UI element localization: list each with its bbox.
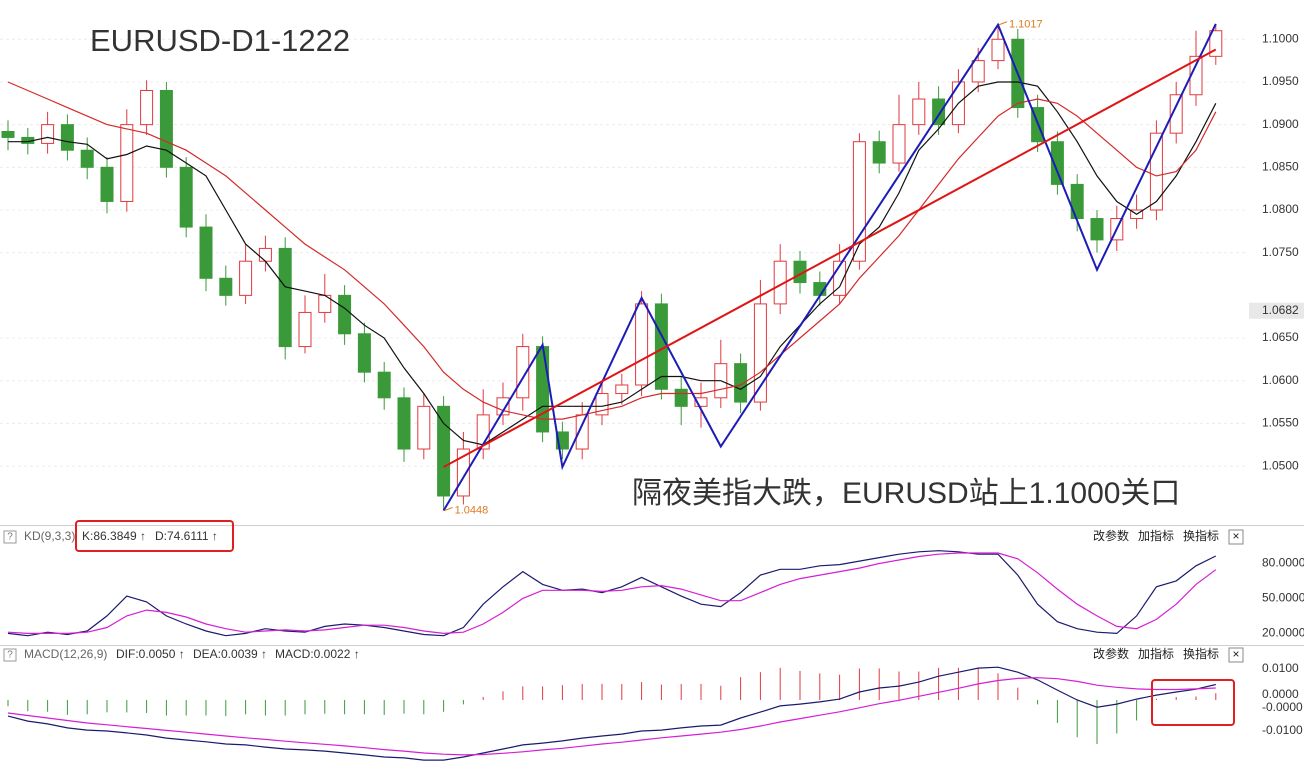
indicator-line xyxy=(7,666,1216,761)
legend-label: MACD:0.0022 ↑ xyxy=(275,647,360,661)
legend-label: D:74.6111 ↑ xyxy=(155,529,218,543)
candle-body xyxy=(437,405,451,497)
candle-body xyxy=(80,149,94,168)
candle-body xyxy=(239,260,253,296)
cursor-price-label: 1.0682 xyxy=(1262,303,1299,317)
price-marker xyxy=(444,507,453,511)
y-tick-label: 1.0800 xyxy=(1262,202,1299,216)
legend-label: DIF:0.0050 ↑ xyxy=(116,647,185,661)
candle-body xyxy=(41,124,55,144)
indicator-title: MACD(12,26,9) xyxy=(24,647,107,661)
help-icon xyxy=(3,648,17,662)
annotation: 隔夜美指大跌，EURUSD站上1.1000关口 xyxy=(632,477,1180,510)
candle-body xyxy=(199,226,213,279)
y-tick-label: 1.0600 xyxy=(1262,373,1299,387)
help-text: ? xyxy=(7,532,13,543)
candle-body xyxy=(912,98,926,126)
legend-label: K:86.3849 ↑ xyxy=(82,529,146,543)
cursor-price-box xyxy=(1249,302,1304,319)
toolbar-button[interactable]: 改参数 xyxy=(1093,646,1129,661)
moving-average xyxy=(7,81,1217,420)
candle-body xyxy=(140,89,154,126)
candle-body xyxy=(615,384,629,395)
y-tick-label: 20.0000 xyxy=(1262,626,1304,640)
macd-panel: 0.0100 0.0000-0.0000 -0.0100? MACD(12,26,9)… xyxy=(3,646,1303,761)
y-tick-label: -0.0100 xyxy=(1262,723,1303,737)
toolbar-button[interactable]: 换指标 xyxy=(1183,646,1219,661)
highlight-box xyxy=(1151,679,1235,726)
candle-body xyxy=(219,277,233,296)
y-tick-label: 1.0950 xyxy=(1262,74,1299,88)
candle-body xyxy=(278,247,292,348)
y-tick-label: 50.0000 xyxy=(1262,591,1304,605)
drawn-line xyxy=(442,22,1217,512)
price-marker xyxy=(998,21,1008,26)
candle-body xyxy=(1209,30,1223,57)
y-tick-label: 1.0550 xyxy=(1262,416,1299,430)
drawn-line xyxy=(443,48,1217,468)
help-icon xyxy=(3,530,17,544)
close-button-box xyxy=(1228,647,1244,663)
help-text: ? xyxy=(7,650,13,661)
candle-body xyxy=(417,405,431,450)
toolbar-button[interactable]: 改参数 xyxy=(1093,528,1129,543)
indicator-title: KD(9,3,3) xyxy=(24,529,75,543)
candle-body xyxy=(1,130,15,138)
candle-body xyxy=(338,294,352,335)
y-tick-label: 1.0900 xyxy=(1262,117,1299,131)
y-tick-label: 1.1000 xyxy=(1262,31,1299,45)
indicator-line xyxy=(7,677,1216,756)
candle-body xyxy=(971,60,985,83)
close-button[interactable]: × xyxy=(1232,529,1239,543)
candle-body xyxy=(892,124,906,164)
candle-body xyxy=(258,247,272,262)
chart-title: EURUSD-D1-1222 xyxy=(90,23,350,58)
y-tick-label: 0.0000 xyxy=(1262,687,1299,701)
price-label: 1.1017 xyxy=(1009,19,1043,31)
candle-body xyxy=(674,388,688,407)
candle-body xyxy=(159,89,173,168)
candle-body xyxy=(734,363,748,403)
candle-body xyxy=(1050,141,1064,185)
y-tick-label: 0.0100 xyxy=(1262,661,1299,675)
candle-body xyxy=(1070,183,1084,220)
y-tick-label: 1.0850 xyxy=(1262,159,1299,173)
y-tick-label: 80.0000 xyxy=(1262,556,1304,570)
indicator-line xyxy=(7,550,1217,637)
y-tick-label: 1.0500 xyxy=(1262,458,1299,472)
legend-label: DEA:0.0039 ↑ xyxy=(193,647,267,661)
toolbar-button[interactable]: 加指标 xyxy=(1138,528,1174,543)
candle-body xyxy=(357,333,371,373)
y-tick-label: 1.0750 xyxy=(1262,245,1299,259)
candle-body xyxy=(694,397,708,407)
candle-body xyxy=(100,166,114,202)
candle-body xyxy=(179,166,193,228)
candle-body xyxy=(1090,218,1104,241)
candle-body xyxy=(635,303,649,386)
close-button-box xyxy=(1228,529,1244,545)
close-button[interactable]: × xyxy=(1232,647,1239,661)
candle-body xyxy=(516,346,530,399)
candle-body xyxy=(872,141,886,164)
toolbar-button[interactable]: 加指标 xyxy=(1138,646,1174,661)
candle-body xyxy=(496,397,510,416)
candle-body xyxy=(991,38,1005,62)
highlight-box xyxy=(75,520,234,552)
candle-body xyxy=(397,397,411,450)
price-label: 1.0448 xyxy=(455,504,489,516)
kd-panel: 80.0000 50.0000 20.0000? KD(9,3,3) K:86.3849… xyxy=(3,528,1304,640)
toolbar-button[interactable]: 换指标 xyxy=(1183,528,1219,543)
candle-body xyxy=(120,124,134,202)
candle-body xyxy=(753,303,767,403)
candle-body xyxy=(60,124,74,151)
y-tick-label: -0.0000 xyxy=(1262,700,1303,714)
candle-body xyxy=(298,311,312,348)
price-panel: 1.1000 1.0950 1.0900 1.0850 1.0800 1.0750 1.06… xyxy=(0,19,1304,516)
moving-average xyxy=(8,81,1217,446)
candle-body xyxy=(1169,94,1183,134)
indicator-line xyxy=(7,552,1217,635)
y-tick-label: 1.0650 xyxy=(1262,330,1299,344)
candle-body xyxy=(377,371,391,399)
